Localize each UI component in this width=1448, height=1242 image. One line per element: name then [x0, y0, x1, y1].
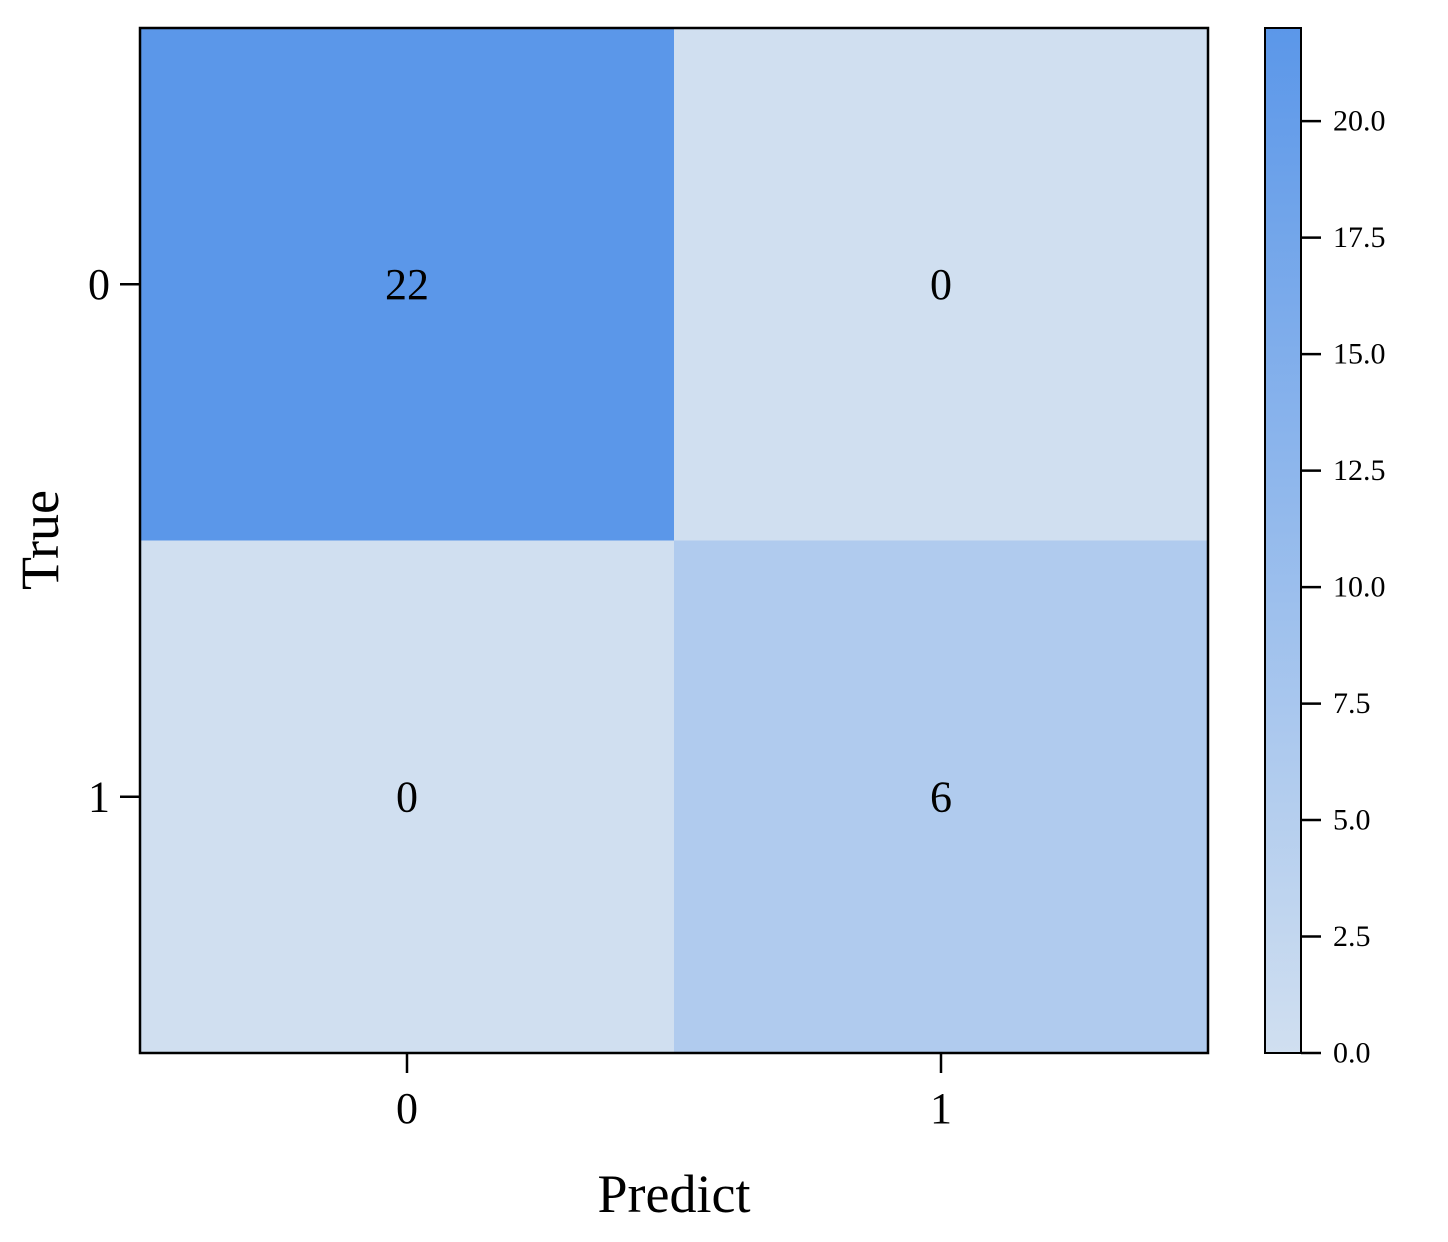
colorbar-tick-label: 20.0 — [1333, 105, 1386, 138]
colorbar — [1264, 27, 1302, 1054]
colorbar-tick-label: 12.5 — [1333, 454, 1386, 487]
plot-frame — [138, 26, 1210, 1055]
y-axis-ticks: 01 — [88, 260, 140, 821]
cell-value-label: 6 — [930, 772, 952, 821]
heatmap-cell — [140, 28, 674, 541]
colorbar-tick-label: 17.5 — [1333, 221, 1386, 254]
colorbar-tick-label: 10.0 — [1333, 571, 1386, 604]
cell-value-label: 22 — [385, 260, 429, 309]
y-tick-label: 1 — [88, 772, 110, 821]
cell-value-label: 0 — [930, 260, 952, 309]
heatmap-cell — [674, 540, 1208, 1053]
colorbar-tick-label: 0.0 — [1333, 1037, 1371, 1070]
colorbar-tick-label: 5.0 — [1333, 804, 1371, 837]
colorbar-ticks: 0.0 2.5 5.0 7.5 10.0 12.5 15.0 17.5 20.0 — [1301, 105, 1386, 1070]
colorbar-tick-label: 2.5 — [1333, 920, 1371, 953]
y-axis-label: True — [10, 490, 70, 590]
x-axis-label: Predict — [598, 1164, 751, 1224]
y-tick-label: 0 — [88, 260, 110, 309]
x-tick-label: 1 — [930, 1084, 952, 1133]
heatmap-cell-labels: 22 0 0 6 — [385, 260, 952, 822]
heatmap-cell — [674, 28, 1208, 541]
x-tick-label: 0 — [396, 1084, 418, 1133]
heatmap-cell — [140, 540, 674, 1053]
heatmap-cells — [140, 28, 1208, 1053]
colorbar-tick-label: 7.5 — [1333, 687, 1371, 720]
colorbar-tick-label: 15.0 — [1333, 338, 1386, 371]
cell-value-label: 0 — [396, 772, 418, 821]
